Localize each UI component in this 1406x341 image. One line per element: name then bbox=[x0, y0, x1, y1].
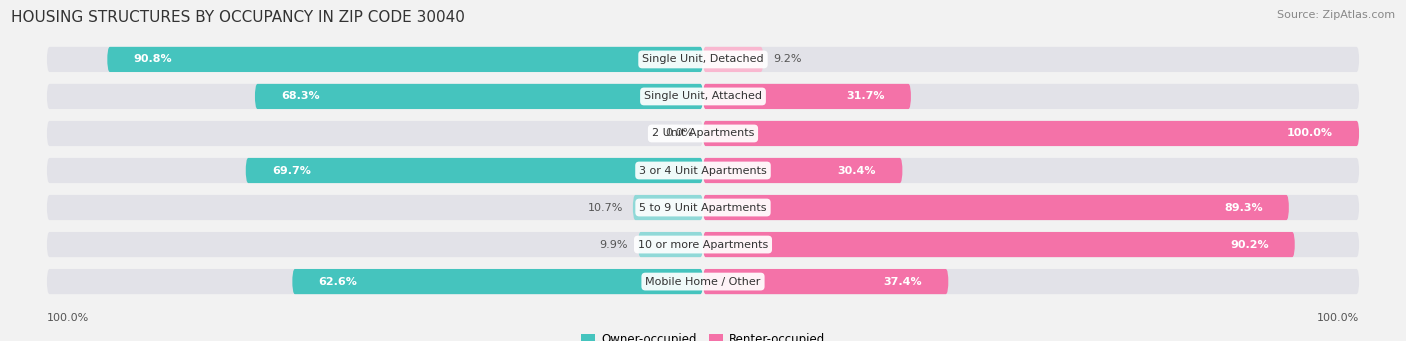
Text: 90.8%: 90.8% bbox=[134, 55, 172, 64]
FancyBboxPatch shape bbox=[46, 232, 703, 257]
FancyBboxPatch shape bbox=[703, 269, 949, 294]
Legend: Owner-occupied, Renter-occupied: Owner-occupied, Renter-occupied bbox=[576, 329, 830, 341]
Text: 9.9%: 9.9% bbox=[600, 239, 628, 250]
FancyBboxPatch shape bbox=[703, 195, 1289, 220]
Text: HOUSING STRUCTURES BY OCCUPANCY IN ZIP CODE 30040: HOUSING STRUCTURES BY OCCUPANCY IN ZIP C… bbox=[11, 10, 465, 25]
FancyBboxPatch shape bbox=[292, 269, 703, 294]
Text: Source: ZipAtlas.com: Source: ZipAtlas.com bbox=[1277, 10, 1395, 20]
Text: Single Unit, Detached: Single Unit, Detached bbox=[643, 55, 763, 64]
FancyBboxPatch shape bbox=[703, 84, 1360, 109]
FancyBboxPatch shape bbox=[46, 121, 703, 146]
FancyBboxPatch shape bbox=[703, 158, 903, 183]
Text: 10.7%: 10.7% bbox=[588, 203, 623, 212]
FancyBboxPatch shape bbox=[638, 232, 703, 257]
Text: 9.2%: 9.2% bbox=[773, 55, 801, 64]
Text: 3 or 4 Unit Apartments: 3 or 4 Unit Apartments bbox=[640, 165, 766, 176]
Text: Mobile Home / Other: Mobile Home / Other bbox=[645, 277, 761, 286]
Text: 89.3%: 89.3% bbox=[1225, 203, 1263, 212]
Text: 37.4%: 37.4% bbox=[883, 277, 922, 286]
FancyBboxPatch shape bbox=[703, 121, 1360, 146]
Text: 90.2%: 90.2% bbox=[1230, 239, 1268, 250]
FancyBboxPatch shape bbox=[254, 84, 703, 109]
FancyBboxPatch shape bbox=[46, 47, 703, 72]
Text: 100.0%: 100.0% bbox=[46, 313, 89, 323]
FancyBboxPatch shape bbox=[703, 47, 763, 72]
FancyBboxPatch shape bbox=[246, 158, 703, 183]
FancyBboxPatch shape bbox=[46, 195, 703, 220]
FancyBboxPatch shape bbox=[107, 47, 703, 72]
FancyBboxPatch shape bbox=[703, 232, 1295, 257]
FancyBboxPatch shape bbox=[703, 195, 1360, 220]
FancyBboxPatch shape bbox=[703, 121, 1360, 146]
Text: 100.0%: 100.0% bbox=[1317, 313, 1360, 323]
Text: 62.6%: 62.6% bbox=[319, 277, 357, 286]
FancyBboxPatch shape bbox=[633, 195, 703, 220]
FancyBboxPatch shape bbox=[46, 158, 703, 183]
Text: 0.0%: 0.0% bbox=[665, 129, 693, 138]
Text: 68.3%: 68.3% bbox=[281, 91, 319, 102]
FancyBboxPatch shape bbox=[703, 232, 1360, 257]
Text: 5 to 9 Unit Apartments: 5 to 9 Unit Apartments bbox=[640, 203, 766, 212]
FancyBboxPatch shape bbox=[46, 84, 703, 109]
FancyBboxPatch shape bbox=[703, 269, 1360, 294]
Text: 30.4%: 30.4% bbox=[838, 165, 876, 176]
FancyBboxPatch shape bbox=[703, 47, 1360, 72]
Text: 69.7%: 69.7% bbox=[271, 165, 311, 176]
Text: 31.7%: 31.7% bbox=[846, 91, 884, 102]
FancyBboxPatch shape bbox=[703, 158, 1360, 183]
FancyBboxPatch shape bbox=[46, 269, 703, 294]
Text: 2 Unit Apartments: 2 Unit Apartments bbox=[652, 129, 754, 138]
Text: 100.0%: 100.0% bbox=[1286, 129, 1333, 138]
FancyBboxPatch shape bbox=[703, 84, 911, 109]
Text: 10 or more Apartments: 10 or more Apartments bbox=[638, 239, 768, 250]
Text: Single Unit, Attached: Single Unit, Attached bbox=[644, 91, 762, 102]
